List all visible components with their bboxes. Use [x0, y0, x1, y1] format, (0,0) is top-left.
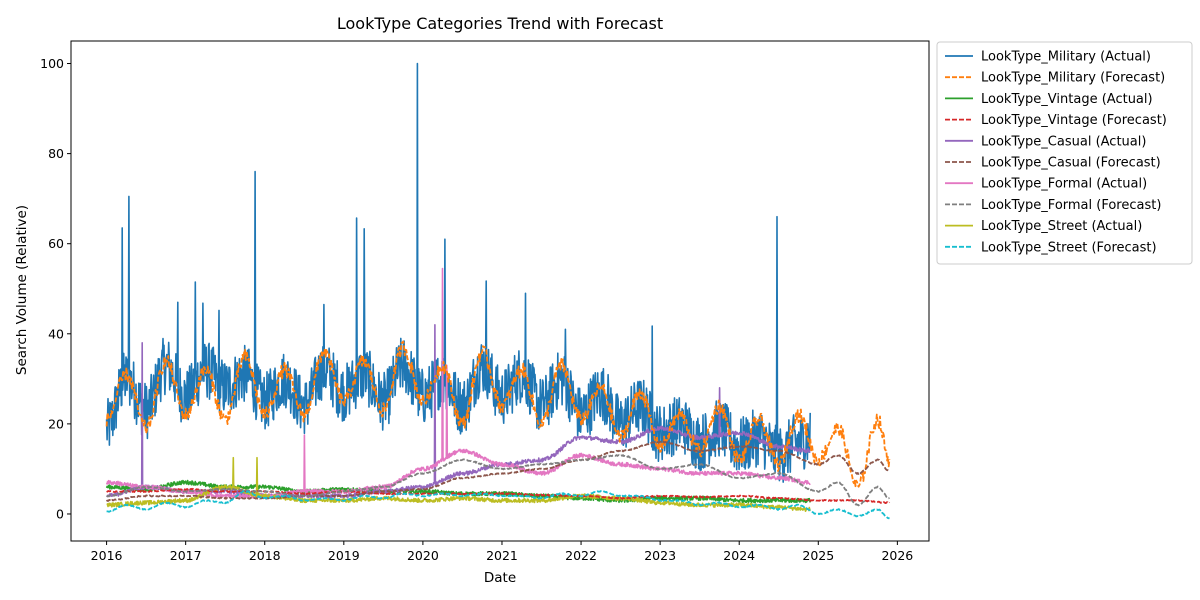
y-tick-label: 40 — [48, 326, 64, 341]
y-axis-label: Search Volume (Relative) — [14, 205, 30, 375]
series-layer — [105, 62, 891, 520]
legend-entry: LookType_Formal (Actual) — [981, 177, 1147, 192]
legend-entry: LookType_Formal (Forecast) — [981, 198, 1161, 213]
series-line-looktype-vintage-forecast — [106, 487, 891, 504]
legend-entry: LookType_Vintage (Actual) — [981, 92, 1153, 107]
y-axis: 0 20 40 60 80 100 — [40, 56, 71, 521]
series-line-looktype-formal-actual — [105, 267, 811, 499]
x-tick-label: 2022 — [565, 548, 597, 563]
legend-entry: LookType_Vintage (Forecast) — [981, 113, 1167, 128]
legend: LookType_Military (Actual) LookType_Milit… — [936, 41, 1193, 265]
x-tick-label: 2021 — [486, 548, 518, 563]
x-tick-label: 2026 — [881, 548, 913, 563]
legend-box — [936, 41, 1193, 265]
chart-title: LookType Categories Trend with Forecast — [337, 14, 663, 33]
series-line-looktype-street-forecast — [106, 490, 890, 520]
y-tick-label: 0 — [56, 506, 64, 521]
x-tick-label: 2020 — [407, 548, 439, 563]
x-tick-label: 2018 — [249, 548, 281, 563]
y-tick-label: 60 — [48, 236, 64, 251]
series-line-looktype-military-forecast — [105, 340, 891, 488]
x-tick-label: 2019 — [328, 548, 360, 563]
x-axis-label: Date — [484, 570, 516, 586]
x-tick-label: 2025 — [802, 548, 834, 563]
series-line-looktype-formal-forecast — [106, 454, 890, 507]
y-tick-label: 20 — [48, 416, 64, 431]
x-tick-label: 2023 — [644, 548, 676, 563]
legend-entry: LookType_Casual (Forecast) — [981, 156, 1161, 171]
legend-entry: LookType_Casual (Actual) — [981, 134, 1146, 149]
x-tick-label: 2017 — [170, 548, 202, 563]
series-line-looktype-casual-forecast — [105, 440, 890, 502]
y-tick-label: 100 — [40, 56, 64, 71]
x-tick-label: 2016 — [91, 548, 123, 563]
legend-entry: LookType_Military (Forecast) — [981, 71, 1165, 86]
x-tick-label: 2024 — [723, 548, 755, 563]
x-axis: 2016 2017 2018 2019 2020 2021 2022 2023 2024 2025… — [91, 541, 913, 563]
legend-entry: LookType_Military (Actual) — [981, 50, 1151, 65]
series-line-looktype-military-actual — [105, 62, 811, 483]
legend-entry: LookType_Street (Actual) — [981, 219, 1142, 234]
y-tick-label: 80 — [48, 146, 64, 161]
legend-entry: LookType_Street (Forecast) — [981, 240, 1157, 255]
plot-area-frame — [70, 40, 930, 542]
